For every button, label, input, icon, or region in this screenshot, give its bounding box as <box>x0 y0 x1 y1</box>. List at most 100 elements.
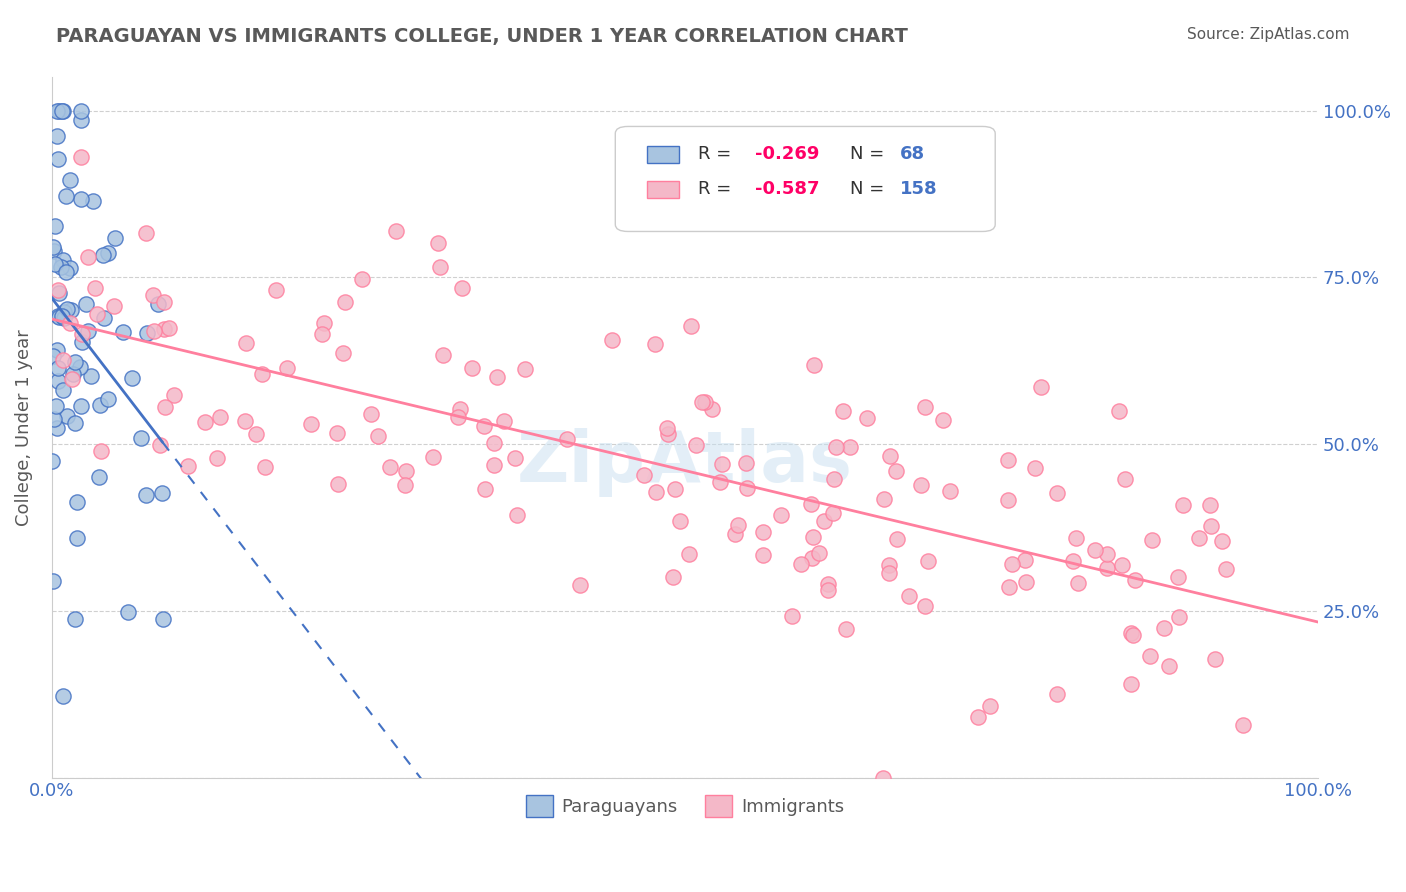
Point <box>832 404 855 418</box>
Point <box>52 384 75 398</box>
FancyBboxPatch shape <box>616 127 995 231</box>
Point <box>807 546 830 560</box>
Point <box>1024 460 1046 475</box>
Point <box>121 371 143 385</box>
Point <box>149 438 172 452</box>
Point <box>1139 648 1161 663</box>
Point <box>1188 531 1211 545</box>
Text: ZipAtlas: ZipAtlas <box>517 428 853 497</box>
Point <box>44 256 66 270</box>
Point <box>1015 574 1038 589</box>
Point <box>724 527 747 541</box>
Point <box>1114 472 1136 486</box>
Point <box>482 436 505 450</box>
Point <box>897 589 920 603</box>
Point <box>979 698 1001 713</box>
Point <box>447 410 470 425</box>
Point <box>378 459 401 474</box>
Point <box>55 265 77 279</box>
Point <box>914 599 936 613</box>
Point <box>1062 554 1084 568</box>
Point <box>709 475 731 489</box>
Point <box>914 400 936 414</box>
Point <box>276 360 298 375</box>
Point <box>59 260 82 275</box>
Point <box>48 103 70 118</box>
Point <box>46 420 69 434</box>
Point <box>42 240 65 254</box>
Point <box>42 244 65 259</box>
Point <box>1031 380 1053 394</box>
Point <box>311 326 333 341</box>
Point <box>163 388 186 402</box>
Point <box>66 531 89 545</box>
Point <box>299 417 322 431</box>
Point <box>42 350 65 364</box>
Point <box>492 415 515 429</box>
Point <box>872 771 894 785</box>
Point <box>839 440 862 454</box>
Point <box>1123 573 1146 587</box>
Point <box>432 347 454 361</box>
Point <box>233 414 256 428</box>
Point <box>997 453 1019 467</box>
Point <box>70 112 93 127</box>
Point <box>148 296 170 310</box>
Y-axis label: College, Under 1 year: College, Under 1 year <box>15 329 32 526</box>
Point <box>877 558 900 573</box>
Point <box>352 272 374 286</box>
Point <box>801 551 824 566</box>
Point <box>1084 542 1107 557</box>
Point <box>932 413 955 427</box>
Point <box>967 709 990 723</box>
Point <box>153 401 176 415</box>
Point <box>63 612 86 626</box>
Point <box>90 444 112 458</box>
Point <box>1046 687 1069 701</box>
Point <box>135 226 157 240</box>
Point <box>52 689 75 703</box>
Point <box>152 322 174 336</box>
Point <box>835 622 858 636</box>
Point <box>59 316 82 330</box>
Point <box>314 316 336 330</box>
Point <box>568 578 591 592</box>
Point <box>1014 553 1036 567</box>
Point <box>503 450 526 465</box>
Point <box>823 472 845 486</box>
Point <box>1001 557 1024 571</box>
Point <box>1232 718 1254 732</box>
Legend: Paraguayans, Immigrants: Paraguayans, Immigrants <box>519 788 852 824</box>
Point <box>56 302 79 317</box>
Point <box>46 360 69 375</box>
Point <box>117 605 139 619</box>
Point <box>426 236 449 251</box>
Point <box>1111 558 1133 572</box>
Point <box>770 508 793 522</box>
Point <box>727 517 749 532</box>
Point <box>813 514 835 528</box>
Point <box>87 470 110 484</box>
Text: 158: 158 <box>900 180 938 198</box>
Point <box>472 419 495 434</box>
Point <box>367 428 389 442</box>
Point <box>104 231 127 245</box>
Point <box>1204 652 1226 666</box>
Point <box>44 219 66 234</box>
Point <box>1064 531 1087 545</box>
Point <box>1153 621 1175 635</box>
Point <box>803 530 825 544</box>
Point <box>45 103 67 118</box>
Point <box>1108 404 1130 418</box>
Point <box>52 252 75 267</box>
Point <box>69 360 91 375</box>
Point <box>385 223 408 237</box>
Point <box>63 355 86 369</box>
Point <box>135 488 157 502</box>
Point <box>555 432 578 446</box>
Point <box>70 150 93 164</box>
Text: N =: N = <box>849 145 890 163</box>
Point <box>152 612 174 626</box>
Point <box>89 399 111 413</box>
Point <box>46 152 69 166</box>
